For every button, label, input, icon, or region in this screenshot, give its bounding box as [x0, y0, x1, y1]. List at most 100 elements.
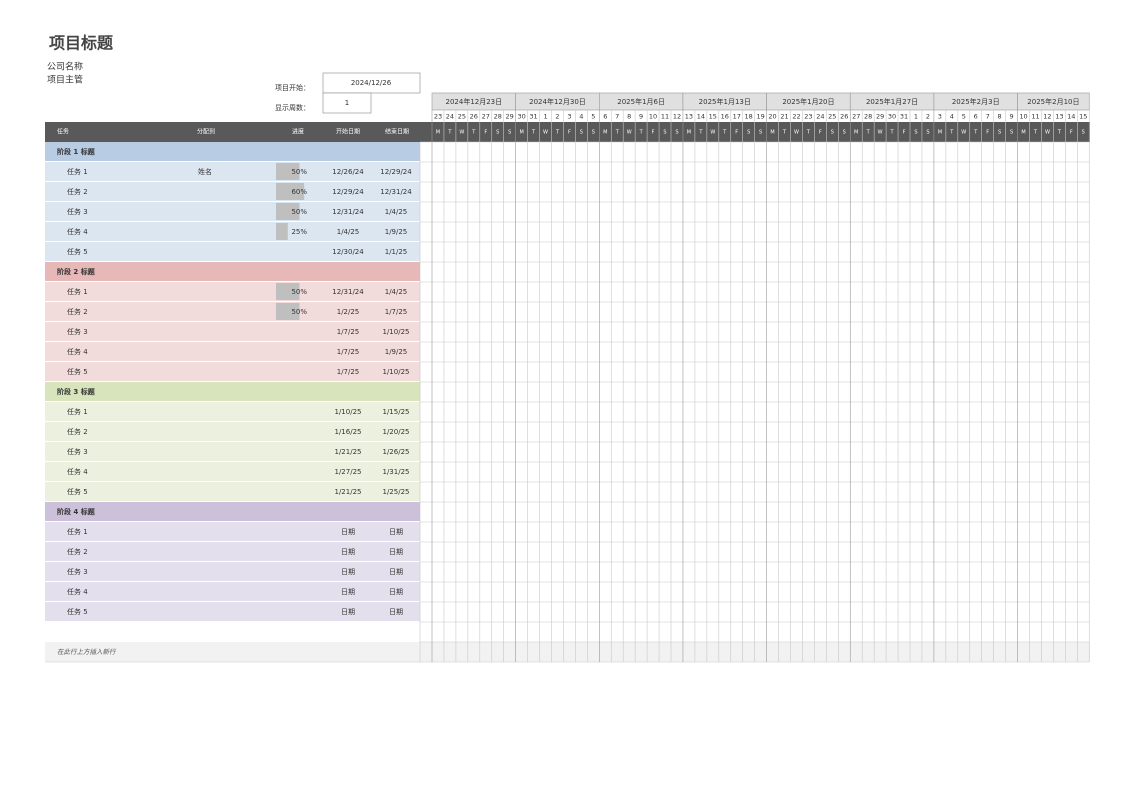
end-date: 12/31/24 [380, 188, 412, 196]
task-row [45, 422, 420, 441]
day-number: 26 [840, 113, 848, 121]
end-date: 1/4/25 [385, 288, 408, 296]
day-number: 13 [1055, 113, 1063, 121]
day-number: 14 [1067, 113, 1075, 121]
day-number: 6 [603, 113, 607, 121]
day-letter: W [794, 130, 799, 136]
start-date: 12/29/24 [332, 188, 364, 196]
day-number: 8 [998, 113, 1002, 121]
progress-label: 50% [291, 288, 307, 296]
day-letter: M [436, 130, 440, 136]
task-name: 任务 4 [67, 467, 88, 476]
day-number: 15 [709, 113, 717, 121]
week-label: 2025年2月3日 [952, 97, 1000, 106]
day-number: 3 [938, 113, 942, 121]
day-letter: F [819, 130, 822, 136]
day-letter: M [770, 130, 774, 136]
task-name: 任务 3 [67, 327, 88, 336]
day-letter: T [698, 130, 703, 136]
week-label: 2024年12月23日 [446, 97, 503, 106]
day-number: 26 [470, 113, 478, 121]
task-row [45, 202, 420, 221]
task-row [45, 242, 420, 261]
day-number: 1 [914, 113, 918, 121]
task-name: 任务 3 [67, 567, 88, 576]
task-row [45, 462, 420, 481]
day-number: 1 [543, 113, 547, 121]
start-date: 1/4/25 [337, 228, 360, 236]
start-date: 1/16/25 [335, 428, 362, 436]
day-letter: T [531, 130, 536, 136]
end-date: 1/20/25 [383, 428, 410, 436]
end-date: 日期 [389, 528, 403, 536]
day-letter: M [687, 130, 691, 136]
day-number: 31 [900, 113, 908, 121]
day-number: 27 [852, 113, 860, 121]
task-row [45, 442, 420, 461]
column-header: 结束日期 [385, 128, 409, 136]
day-letter: T [1033, 130, 1038, 136]
day-number: 25 [458, 113, 466, 121]
progress-bar [276, 183, 305, 200]
day-number: 17 [733, 113, 741, 121]
day-number: 8 [627, 113, 631, 121]
end-date: 日期 [389, 568, 403, 576]
day-number: 10 [649, 113, 657, 121]
weeks-box[interactable] [322, 92, 372, 114]
phase-name: 阶段 2 标题 [57, 267, 96, 276]
day-number: 24 [446, 113, 454, 121]
task-row [45, 342, 420, 361]
start-date: 日期 [341, 568, 355, 576]
day-number: 9 [639, 113, 643, 121]
day-number: 4 [950, 113, 954, 121]
day-number: 27 [482, 113, 490, 121]
phase-row [45, 382, 420, 401]
day-number: 19 [756, 113, 764, 121]
day-number: 29 [506, 113, 514, 121]
day-number: 7 [986, 113, 990, 121]
day-letter: S [508, 130, 511, 136]
day-number: 5 [591, 113, 595, 121]
task-name: 任务 4 [67, 227, 88, 236]
task-name: 任务 5 [67, 607, 88, 616]
day-letter: T [973, 130, 978, 136]
day-number: 28 [864, 113, 872, 121]
task-name: 任务 4 [67, 347, 88, 356]
task-name: 任务 4 [67, 587, 88, 596]
progress-label: 50% [291, 168, 307, 176]
task-name: 任务 5 [67, 247, 88, 256]
day-letter: M [938, 130, 942, 136]
task-row [45, 322, 420, 341]
day-letter: T [866, 130, 871, 136]
day-letter: M [603, 130, 607, 136]
day-letter: S [496, 130, 499, 136]
day-number: 25 [828, 113, 836, 121]
end-date: 1/15/25 [383, 408, 410, 416]
day-letter: T [639, 130, 644, 136]
day-letter: W [543, 130, 548, 136]
day-letter: T [1057, 130, 1062, 136]
progress-label: 25% [291, 228, 307, 236]
start-date: 1/7/25 [337, 328, 360, 336]
phase-row [45, 142, 420, 161]
day-number: 12 [673, 113, 681, 121]
task-row [45, 182, 420, 201]
day-letter: W [459, 130, 464, 136]
phase-name: 阶段 1 标题 [57, 147, 96, 156]
day-letter: M [1021, 130, 1025, 136]
day-letter: T [782, 130, 787, 136]
start-value: 2024/12/26 [351, 79, 392, 87]
progress-bar [276, 303, 300, 320]
day-letter: W [878, 130, 883, 136]
start-box[interactable] [322, 72, 421, 94]
end-date: 日期 [389, 548, 403, 556]
day-letter: W [627, 130, 632, 136]
day-letter: S [592, 130, 595, 136]
task-row [45, 362, 420, 381]
day-letter: S [675, 130, 678, 136]
week-label: 2025年1月6日 [617, 97, 665, 106]
start-date: 1/10/25 [335, 408, 362, 416]
company: 公司名称 [47, 61, 83, 73]
task-row [45, 522, 420, 541]
